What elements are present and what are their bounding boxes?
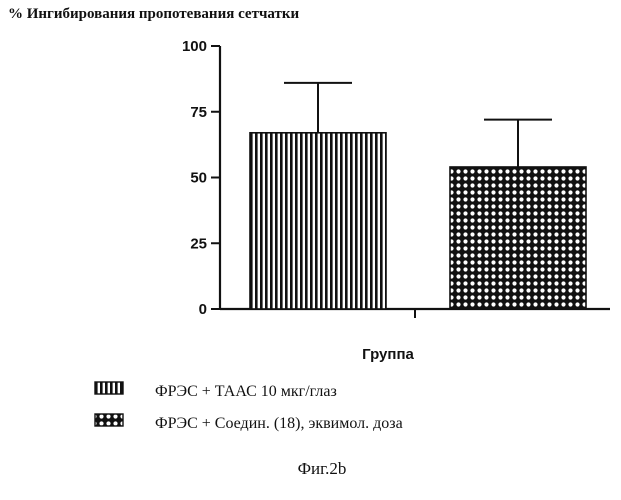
bars [250, 83, 586, 309]
legend: ФРЭС + ТААС 10 мкг/глаз ФРЭС + Соедин. (1… [95, 382, 403, 432]
legend-label: ФРЭС + Соедин. (18), эквимол. доза [155, 415, 403, 432]
y-tick-label: 25 [190, 235, 207, 252]
y-tick-label: 100 [182, 38, 207, 55]
legend-label: ФРЭС + ТААС 10 мкг/глаз [155, 383, 337, 400]
y-ticks: 0 25 50 75 100 [182, 38, 220, 318]
bar [250, 133, 386, 309]
legend-swatch [95, 414, 123, 426]
y-tick-label: 50 [190, 170, 207, 187]
legend-swatch [95, 382, 123, 394]
bar [450, 167, 586, 309]
x-axis-label: Группа [362, 346, 414, 363]
y-tick-label: 75 [190, 104, 207, 121]
figure-caption: Фиг.2b [298, 459, 347, 478]
y-tick-label: 0 [199, 301, 207, 318]
chart-title: % Ингибирования пропотевания сетчатки [8, 6, 300, 22]
